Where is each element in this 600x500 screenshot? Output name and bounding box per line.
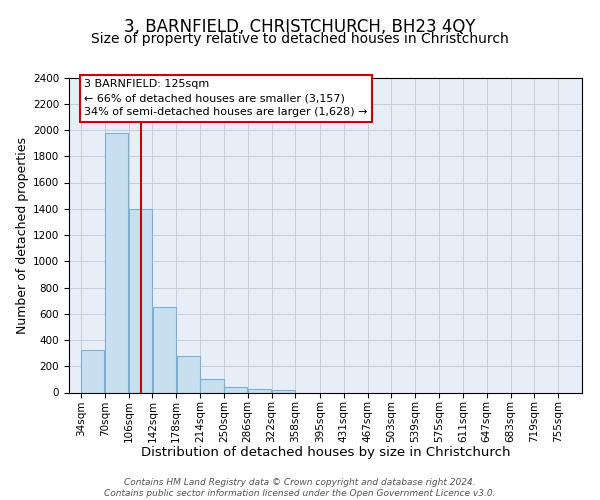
- Text: Size of property relative to detached houses in Christchurch: Size of property relative to detached ho…: [91, 32, 509, 46]
- Text: Contains HM Land Registry data © Crown copyright and database right 2024.
Contai: Contains HM Land Registry data © Crown c…: [104, 478, 496, 498]
- X-axis label: Distribution of detached houses by size in Christchurch: Distribution of detached houses by size …: [141, 446, 510, 460]
- Text: 3 BARNFIELD: 125sqm
← 66% of detached houses are smaller (3,157)
34% of semi-det: 3 BARNFIELD: 125sqm ← 66% of detached ho…: [85, 79, 368, 117]
- Bar: [176, 356, 200, 392]
- Bar: [200, 380, 224, 392]
- Bar: [248, 388, 271, 392]
- Bar: [105, 134, 128, 392]
- Bar: [81, 350, 104, 393]
- Text: 3, BARNFIELD, CHRISTCHURCH, BH23 4QY: 3, BARNFIELD, CHRISTCHURCH, BH23 4QY: [124, 18, 476, 36]
- Y-axis label: Number of detached properties: Number of detached properties: [16, 136, 29, 334]
- Bar: [224, 386, 247, 392]
- Bar: [272, 390, 295, 392]
- Bar: [129, 209, 152, 392]
- Bar: [153, 307, 176, 392]
